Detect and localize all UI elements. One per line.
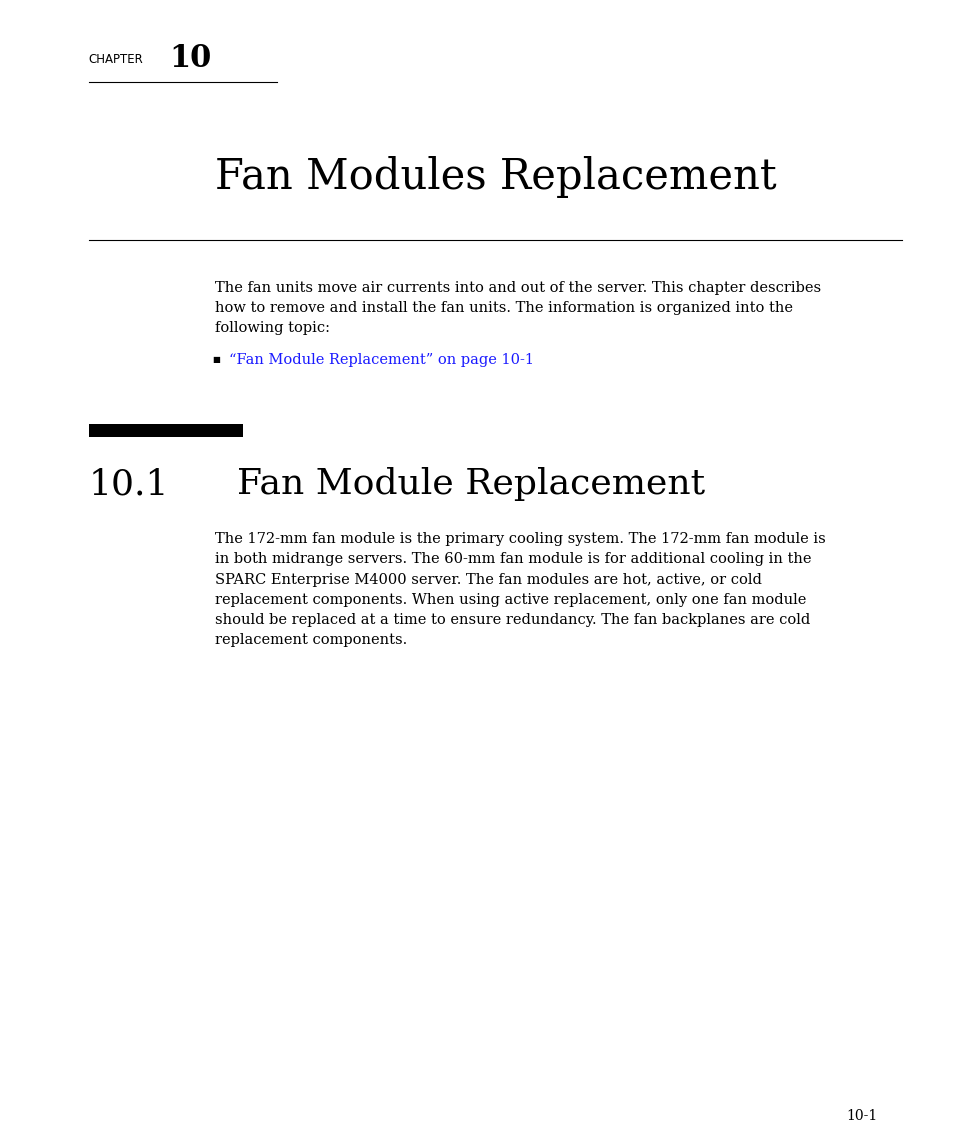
Text: The 172-mm fan module is the primary cooling system. The 172-mm fan module is
in: The 172-mm fan module is the primary coo… xyxy=(214,532,824,647)
Text: Fan Module Replacement: Fan Module Replacement xyxy=(236,467,704,502)
Text: “Fan Module Replacement” on page 10-1: “Fan Module Replacement” on page 10-1 xyxy=(229,353,534,366)
Text: 10: 10 xyxy=(170,44,212,74)
Text: 10.1: 10.1 xyxy=(89,467,169,502)
Text: Fan Modules Replacement: Fan Modules Replacement xyxy=(214,157,776,198)
Text: CHAPTER: CHAPTER xyxy=(89,54,143,66)
Bar xyxy=(89,424,243,437)
Text: 10-1: 10-1 xyxy=(845,1110,877,1123)
Text: The fan units move air currents into and out of the server. This chapter describ: The fan units move air currents into and… xyxy=(214,281,820,334)
Text: ■: ■ xyxy=(212,355,219,364)
